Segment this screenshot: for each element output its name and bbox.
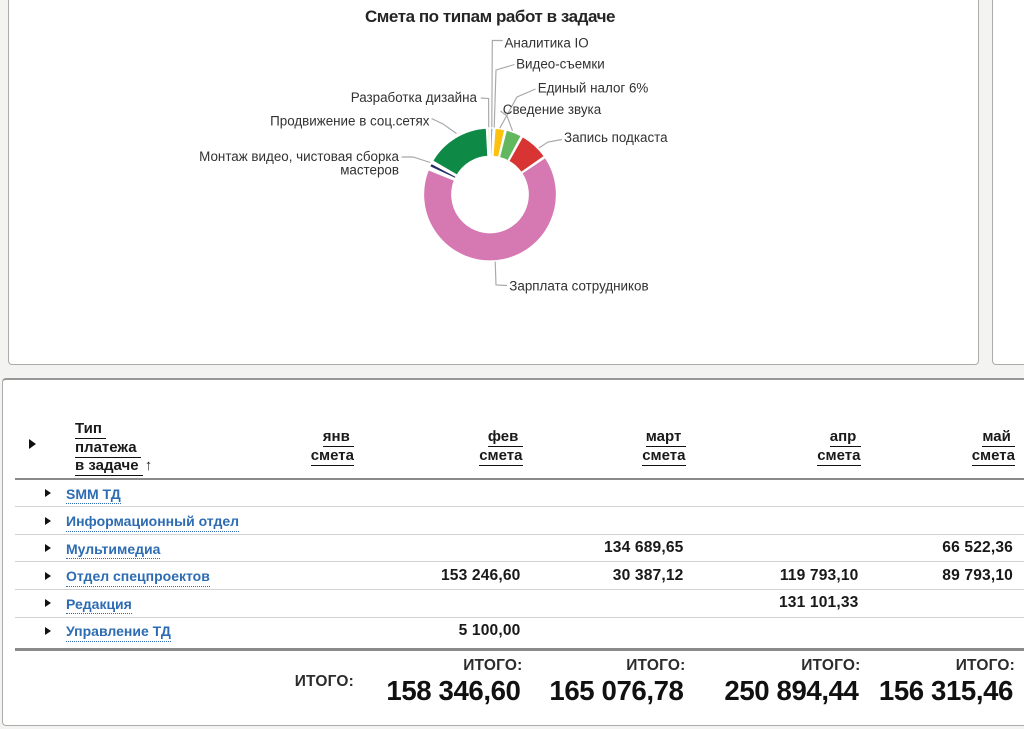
svg-text:Продвижение в соц.сетях: Продвижение в соц.сетях <box>270 114 430 129</box>
svg-text:Видео-съемки: Видео-съемки <box>516 56 605 71</box>
svg-text:Единый налог 6%: Единый налог 6% <box>538 80 649 95</box>
svg-text:Запись подкаста: Запись подкаста <box>564 130 668 145</box>
svg-text:Монтаж видео, чистовая сборка: Монтаж видео, чистовая сборка <box>199 149 399 164</box>
svg-text:Аналитика IO: Аналитика IO <box>505 36 589 51</box>
svg-text:Смета по типам работ в задаче: Смета по типам работ в задаче <box>365 7 615 26</box>
svg-text:Сведение звука: Сведение звука <box>503 102 602 117</box>
svg-text:Разработка дизайна: Разработка дизайна <box>351 90 478 105</box>
svg-text:Зарплата сотрудников: Зарплата сотрудников <box>509 279 648 294</box>
svg-text:мастеров: мастеров <box>340 163 399 178</box>
